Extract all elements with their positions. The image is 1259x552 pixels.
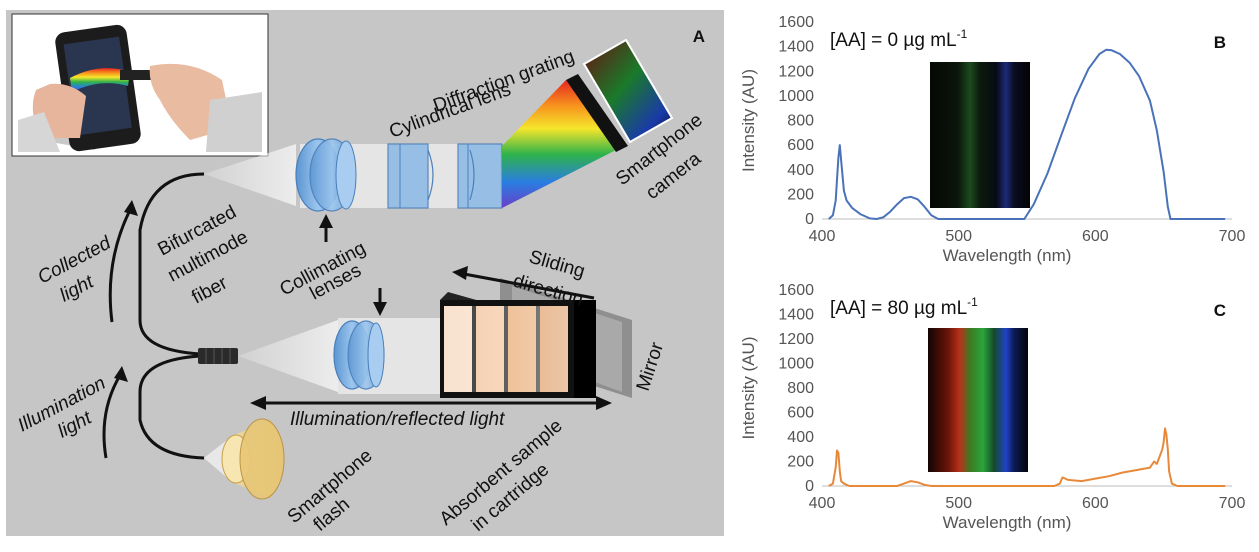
illumination-beam (238, 320, 338, 392)
fiber-connector (198, 348, 238, 364)
y-tick-label: 0 (805, 211, 814, 228)
x-tick-label: 400 (809, 228, 836, 245)
panel-label-a: A (693, 27, 705, 46)
y-tick-label: 800 (787, 380, 814, 397)
y-tick-label: 1600 (778, 14, 814, 31)
diagram-arrows (102, 205, 600, 459)
y-tick-label: 600 (787, 137, 814, 154)
collected-light-arrow (108, 205, 134, 323)
inset-photo (11, 13, 269, 157)
x-axis-label-c: Wavelength (nm) (943, 513, 1072, 532)
y-tick-label: 1400 (778, 39, 814, 56)
arrow-heads (114, 200, 612, 410)
annotation-superscript: -1 (967, 295, 978, 309)
y-tick-label: 800 (787, 113, 814, 130)
diffraction-grating (457, 143, 503, 209)
collimating-lens-top (295, 138, 357, 212)
spectrum-image-b (930, 62, 1030, 208)
x-tick-label: 700 (1219, 495, 1246, 512)
y-tick-label: 400 (787, 429, 814, 446)
illumination-light-arrow (102, 371, 124, 459)
y-tick-label: 1000 (778, 88, 814, 105)
annotation-text: [AA] = 0 µg mL (830, 30, 957, 51)
y-axis-label-b: Intensity (AU) (739, 69, 758, 172)
panel-label-b: B (1214, 33, 1226, 52)
concentration-annotation-c: [AA] = 80 µg mL-1 (830, 295, 978, 319)
x-tick-label: 400 (809, 495, 836, 512)
series-line-b-0 (828, 48, 1226, 220)
connector-ridges (205, 348, 231, 364)
y-tick-label: 0 (805, 478, 814, 495)
y-tick-label: 1000 (778, 356, 814, 373)
y-axis-label-c: Intensity (AU) (739, 337, 758, 440)
series-line-c-0 (828, 427, 1226, 487)
collected-beam (204, 144, 296, 206)
y-tick-label: 200 (787, 454, 814, 471)
concentration-annotation-b: [AA] = 0 µg mL-1 (830, 27, 968, 51)
fiber-cables (138, 172, 205, 460)
x-tick-label: 700 (1219, 228, 1246, 245)
x-tick-label: 600 (1082, 495, 1109, 512)
cartridge (440, 292, 596, 398)
y-tick-label: 400 (787, 162, 814, 179)
diagram-panel: A Cylindrical lens Diffraction grating S… (6, 10, 724, 536)
camera-sensor-image (582, 38, 674, 144)
chart-b: 0 200 400 600 800 1000 1200 1400 1600 400 500 600 70… (739, 14, 1245, 265)
y-tick-label: 600 (787, 405, 814, 422)
label-illumination-reflected: Illumination/reflected light (290, 409, 505, 430)
rainbow-fan (502, 80, 616, 208)
y-tick-label: 1200 (778, 63, 814, 80)
x-tick-label: 500 (945, 228, 972, 245)
chart-c: 0 200 400 600 800 1000 1200 1400 1600 400 500 600 70… (739, 282, 1245, 532)
annotation-text: [AA] = 80 µg mL (830, 298, 967, 319)
cylindrical-lens (387, 143, 434, 209)
camera-block (566, 74, 628, 152)
y-tick-label: 200 (787, 186, 814, 203)
smartphone-flash (204, 418, 285, 500)
annotation-superscript: -1 (957, 27, 968, 41)
collimating-lens-bottom (333, 320, 385, 390)
panel-label-c: C (1214, 301, 1226, 320)
x-tick-label: 500 (945, 495, 972, 512)
x-axis-label-b: Wavelength (nm) (943, 246, 1072, 265)
chart-panels: 0 200 400 600 800 1000 1200 1400 1600 400 500 600 70… (739, 14, 1245, 532)
x-tick-label: 600 (1082, 228, 1109, 245)
spectrum-image-c (928, 328, 1028, 472)
sliding-direction-arrow (463, 272, 595, 300)
y-tick-label: 1400 (778, 307, 814, 324)
y-tick-label: 1200 (778, 331, 814, 348)
y-tick-label: 1600 (778, 282, 814, 299)
